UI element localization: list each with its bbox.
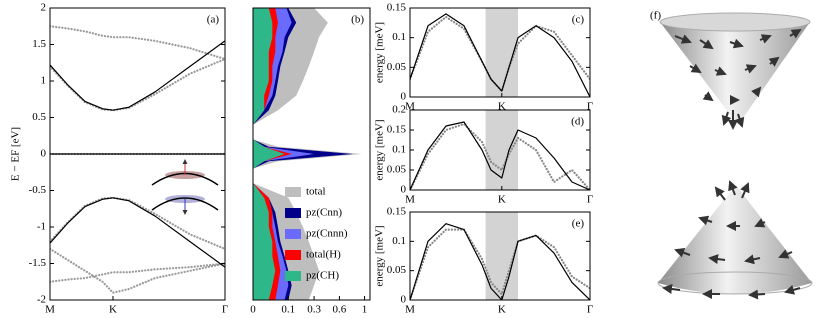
- x-tick-label: 0.6: [333, 304, 347, 316]
- y-tick-label: 0.15: [387, 124, 407, 136]
- y-tick-label: 0: [401, 91, 407, 103]
- band-line: [410, 15, 590, 93]
- plot-area: [50, 25, 225, 294]
- y-tick-label: 0.05: [387, 264, 407, 276]
- y-tick-label: -1.5: [29, 257, 47, 269]
- panel: 00.050.10.150.2M K Γ(d)energy [meV]: [374, 104, 594, 206]
- x-tick-label: K: [498, 304, 506, 316]
- y-tick-label: -0.5: [29, 184, 47, 196]
- dos-area: [253, 8, 285, 300]
- y-tick-label: -2: [37, 294, 46, 306]
- y-tick-label: 0.5: [32, 111, 46, 123]
- legend-label: pz(Cnn): [306, 207, 342, 219]
- y-tick-label: -1: [37, 221, 46, 233]
- panel-label: (f): [650, 10, 661, 22]
- panel-label: (b): [351, 14, 364, 26]
- cone-top: [659, 12, 811, 32]
- panel-label: (a): [207, 14, 220, 26]
- cone-lower: [658, 185, 812, 294]
- legend-swatch: [285, 229, 301, 239]
- y-axis-label: energy [meV]: [374, 119, 386, 180]
- legend-label: total(H): [306, 249, 341, 261]
- x-tick-label: 0.3: [307, 304, 321, 316]
- band-line: [410, 228, 590, 300]
- x-tick-label: Γ: [587, 194, 593, 206]
- y-axis-label: energy [meV]: [374, 22, 386, 83]
- panel-f: (f): [650, 10, 813, 300]
- cone-upper: [660, 22, 810, 125]
- panel: 0 0.05 0.1 0.15 M K Γ (c) energy [meV]: [374, 2, 594, 113]
- y-tick-label: 0.1: [392, 144, 406, 156]
- y-tick-label: 0.15: [387, 206, 407, 218]
- axes-frame: [409, 7, 591, 98]
- band-line: [50, 40, 225, 111]
- band-line: [50, 197, 225, 268]
- band-line: [410, 13, 590, 97]
- x-tick-label: K: [498, 101, 506, 113]
- plot-area: [410, 212, 590, 300]
- panel: -2 -1.5 -1 -0.5 0 0.5 1 1.5 2 M K Γ (a) E − EF [eV]: [10, 2, 229, 316]
- legend-swatch: [285, 250, 301, 260]
- x-tick-label: 1: [362, 304, 368, 316]
- y-axis-label: E − EF [eV]: [10, 127, 22, 181]
- plot-area: [410, 110, 590, 190]
- x-tick-label: K: [498, 194, 506, 206]
- x-tick-label: Γ: [222, 304, 228, 316]
- cone-base: [657, 271, 813, 295]
- y-tick-label: 0.05: [387, 61, 407, 73]
- plot-area: [253, 8, 362, 300]
- y-tick-label: 0.1: [392, 31, 406, 43]
- band-line: [50, 247, 225, 294]
- panel-label: (e): [572, 218, 585, 230]
- y-tick-label: 0: [401, 294, 407, 306]
- x-tick-label: K: [109, 304, 117, 316]
- y-tick-label: 0.2: [392, 104, 406, 116]
- y-tick-label: 1: [41, 75, 47, 87]
- plot-area: [410, 8, 590, 97]
- x-tick-label: 0: [250, 304, 256, 316]
- band-line: [50, 25, 225, 61]
- y-tick-label: 0.05: [387, 164, 407, 176]
- axes-frame: [409, 211, 591, 301]
- x-tick-label: M: [405, 304, 415, 316]
- y-tick-label: 0: [401, 184, 407, 196]
- x-tick-label: M: [45, 304, 55, 316]
- legend-swatch: [285, 271, 301, 281]
- panel-label: (c): [572, 14, 585, 26]
- shaded-region: [485, 8, 518, 97]
- axes-frame: [252, 7, 371, 301]
- legend-label: total: [306, 186, 326, 198]
- y-tick-label: 0: [41, 148, 47, 160]
- y-axis-label: energy [meV]: [374, 225, 386, 286]
- band-line: [410, 121, 590, 190]
- legend-label: pz(Cnnn): [306, 228, 348, 240]
- band-line: [410, 223, 590, 300]
- legend-label: pz(CH): [306, 270, 339, 282]
- x-tick-label: Γ: [587, 304, 593, 316]
- legend-swatch: [285, 187, 301, 197]
- y-tick-label: 0.15: [387, 2, 407, 14]
- y-tick-label: 0.1: [392, 235, 406, 247]
- band-line: [410, 122, 590, 190]
- panel: total pz(Cnn) pz(Cnnn) total(H) pz(CH) 0 0.1 0.…: [250, 7, 371, 316]
- y-tick-label: 2: [41, 2, 47, 14]
- y-tick-label: 1.5: [32, 38, 46, 50]
- x-tick-label: M: [405, 194, 415, 206]
- inset-cones: [151, 159, 219, 215]
- x-tick-label: 0.1: [281, 304, 295, 316]
- band-line: [50, 262, 225, 283]
- panel: 0 0.05 0.1 0.15 M K Γ (e) energy [meV]: [374, 206, 594, 316]
- x-tick-label: Γ: [587, 101, 593, 113]
- spin-arrows: [662, 28, 802, 300]
- x-tick-label: M: [405, 101, 415, 113]
- panel-label: (d): [571, 116, 584, 128]
- legend-swatch: [285, 208, 301, 218]
